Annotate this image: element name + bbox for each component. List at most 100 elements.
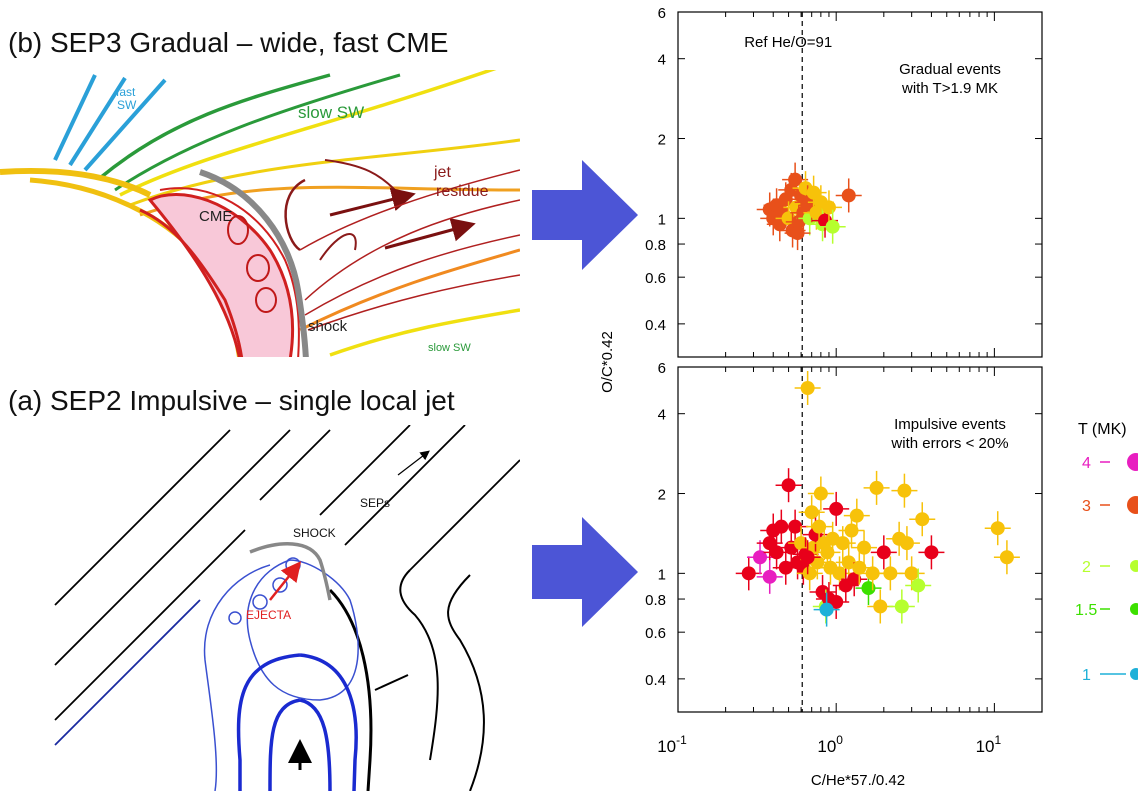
- data-point: [911, 578, 926, 593]
- legend-label: 1.5: [1075, 602, 1097, 619]
- legend-label: 1: [1082, 667, 1091, 684]
- data-point: [829, 594, 844, 609]
- data-point: [894, 599, 909, 614]
- data-point: [762, 569, 777, 584]
- reference-label: Ref He/O=91: [744, 34, 832, 51]
- data-point: [852, 560, 867, 575]
- x-axis-label: C/He*57./0.42: [811, 772, 905, 789]
- data-point: [999, 550, 1014, 565]
- data-point: [794, 536, 809, 551]
- data-point: [819, 602, 834, 617]
- data-point: [832, 566, 847, 581]
- y-tick-label: 1: [658, 566, 666, 583]
- gradual-sketch: [0, 70, 520, 357]
- annotation: with errors < 20%: [890, 435, 1008, 452]
- data-point: [790, 226, 805, 241]
- legend-marker: [1127, 453, 1138, 471]
- label-fast-sw-2: SW: [117, 98, 137, 112]
- y-tick-label: 0.4: [645, 672, 666, 689]
- annotation: Impulsive events: [894, 416, 1006, 433]
- arrow-bottom: [532, 517, 638, 627]
- data-point: [990, 521, 1005, 536]
- label-ejecta: EJECTA: [246, 608, 291, 622]
- legend-label: 3: [1082, 498, 1091, 515]
- annotation: Gradual events: [899, 61, 1001, 78]
- y-tick-label: 4: [658, 52, 666, 69]
- data-point: [800, 380, 815, 395]
- data-point: [835, 536, 850, 551]
- label-shock-a: SHOCK: [293, 526, 336, 540]
- y-tick-label: 0.8: [645, 592, 666, 609]
- data-point: [876, 545, 891, 560]
- label-slow-sw: slow SW: [298, 103, 364, 122]
- legend-title: T (MK): [1078, 421, 1127, 438]
- data-point: [841, 555, 856, 570]
- panel-a-title: (a) SEP2 Impulsive – single local jet: [8, 385, 455, 416]
- arrow-top: [532, 160, 638, 270]
- plot-frame-impulsive: [677, 366, 1043, 713]
- y-tick-label: 6: [658, 360, 666, 377]
- data-point: [778, 560, 793, 575]
- data-point: [869, 480, 884, 495]
- y-tick-label: 0.4: [645, 317, 666, 334]
- label-jet: jet: [433, 164, 451, 181]
- legend-marker: [1130, 668, 1138, 680]
- data-point: [804, 505, 819, 520]
- x-tick-label: 10-1: [657, 733, 687, 756]
- y-tick-label: 6: [658, 5, 666, 22]
- data-point: [774, 519, 789, 534]
- data-point: [741, 566, 756, 581]
- data-point: [812, 519, 827, 534]
- data-point: [813, 486, 828, 501]
- data-point: [788, 172, 803, 187]
- panel-b-title: (b) SEP3 Gradual – wide, fast CME: [8, 27, 448, 58]
- data-point: [915, 512, 930, 527]
- plot-frame-gradual: [677, 11, 1043, 358]
- data-point: [753, 550, 768, 565]
- data-point: [769, 545, 784, 560]
- y-tick-label: 2: [658, 132, 666, 149]
- impulsive-sketch: [54, 425, 520, 791]
- data-point: [844, 523, 859, 538]
- data-point: [847, 572, 862, 587]
- label-slow-sw-bottom: slow SW: [428, 342, 471, 354]
- data-point: [788, 519, 803, 534]
- data-point: [924, 545, 939, 560]
- x-tick-label: 100: [817, 733, 843, 756]
- data-point: [899, 536, 914, 551]
- data-point: [825, 219, 840, 234]
- legend-marker: [1130, 603, 1138, 615]
- label-seps: SEPs: [360, 496, 390, 510]
- legend-marker: [1130, 560, 1138, 572]
- data-point: [857, 540, 872, 555]
- y-tick-label: 2: [658, 487, 666, 504]
- x-tick-label: 101: [976, 733, 1002, 756]
- label-fast-sw-1: fast: [116, 85, 136, 99]
- annotation: with T>1.9 MK: [901, 80, 998, 97]
- data-point: [865, 566, 880, 581]
- data-point: [802, 566, 817, 581]
- y-tick-label: 0.8: [645, 237, 666, 254]
- y-tick-label: 4: [658, 407, 666, 424]
- data-point: [781, 478, 796, 493]
- data-point: [873, 599, 888, 614]
- data-point: [841, 188, 856, 203]
- data-point: [829, 501, 844, 516]
- y-tick-label: 0.6: [645, 270, 666, 287]
- y-tick-label: 0.6: [645, 625, 666, 642]
- data-point: [897, 483, 912, 498]
- data-point: [883, 566, 898, 581]
- legend-marker: [1127, 496, 1138, 514]
- legend-label: 2: [1082, 559, 1091, 576]
- data-point: [800, 550, 815, 565]
- label-residue: residue: [436, 183, 489, 200]
- label-cme: CME: [199, 208, 232, 225]
- data-point: [849, 508, 864, 523]
- label-shock: shock: [308, 318, 348, 335]
- y-axis-label: O/C*0.42: [599, 331, 616, 393]
- legend-label: 4: [1082, 455, 1091, 472]
- y-tick-label: 1: [658, 211, 666, 228]
- data-point: [821, 200, 836, 215]
- data-point: [904, 566, 919, 581]
